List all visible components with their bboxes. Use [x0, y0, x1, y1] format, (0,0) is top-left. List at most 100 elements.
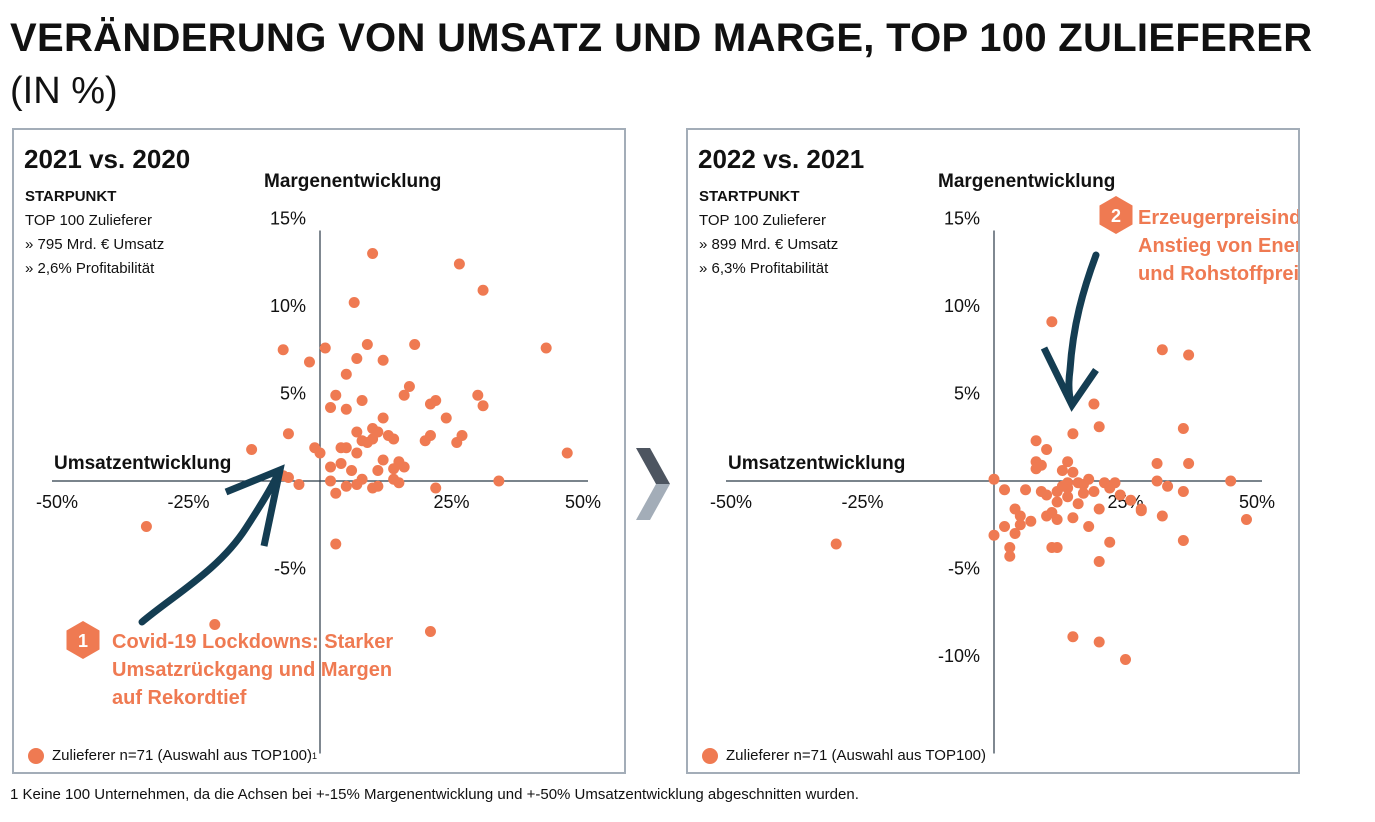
data-point [277, 344, 289, 356]
data-point [1177, 423, 1189, 434]
start-line-2: » 899 Mrd. € Umsatz [699, 236, 839, 253]
data-point [351, 447, 363, 459]
data-point [424, 398, 436, 410]
data-point [330, 389, 342, 401]
data-point [1030, 463, 1042, 475]
data-point [140, 521, 152, 532]
data-point [335, 458, 347, 469]
data-point [1062, 491, 1074, 503]
data-point [1183, 349, 1195, 361]
data-point [377, 354, 389, 366]
chart-panel-2021: Umsatzentwicklung Margenentwicklung -50% -2… [12, 128, 626, 774]
legend: Zulieferer n=71 (Auswahl aus TOP100) 1 [28, 747, 317, 764]
data-point [346, 465, 358, 476]
arrowhead-icon [1040, 346, 1099, 412]
legend-marker [702, 747, 718, 764]
data-point [472, 389, 484, 401]
y-tick-label: 15% [270, 209, 306, 229]
data-point [340, 480, 352, 492]
x-axis-title: Umsatzentwicklung [728, 453, 905, 474]
page-subtitle: (IN %) [10, 70, 118, 112]
chevron-right-icon [636, 448, 670, 520]
x-tick-label: -25% [841, 492, 883, 512]
data-point [367, 248, 379, 259]
data-point [356, 395, 368, 406]
data-point [1151, 458, 1163, 469]
data-point [477, 400, 489, 412]
data-point [1025, 515, 1037, 527]
data-point [388, 463, 400, 475]
data-point [477, 284, 489, 296]
data-point [999, 521, 1011, 532]
data-point [1114, 489, 1126, 501]
footnote: 1 Keine 100 Unternehmen, da die Achsen b… [10, 786, 859, 803]
start-heading: STARPUNKT [25, 188, 117, 205]
data-point [1183, 458, 1195, 469]
data-point [377, 454, 389, 466]
data-point [403, 381, 415, 392]
data-point [1093, 421, 1105, 433]
data-point [351, 426, 363, 438]
y-axis-title: Margenentwicklung [938, 171, 1115, 192]
data-point [319, 342, 331, 354]
legend-marker [28, 747, 44, 764]
data-point [1177, 486, 1189, 497]
data-point [330, 538, 342, 550]
data-point [1067, 466, 1079, 478]
x-tick-label: 25% [433, 492, 469, 512]
start-line-1: TOP 100 Zulieferer [699, 212, 827, 229]
y-tick-label: 15% [944, 209, 980, 229]
start-line-1: TOP 100 Zulieferer [25, 212, 153, 229]
data-point [1156, 344, 1168, 356]
data-point [1030, 435, 1042, 447]
data-point [1072, 498, 1084, 510]
annotation-text: und Rohstoffpreisen [1138, 263, 1298, 285]
y-axis-title: Margenentwicklung [264, 171, 441, 192]
legend-label: Zulieferer n=71 (Auswahl aus TOP100) [726, 747, 987, 764]
annotation-number: 1 [78, 631, 88, 651]
data-point [340, 403, 352, 415]
page-title: VERÄNDERUNG VON UMSATZ UND MARGE, TOP 10… [10, 16, 1313, 60]
x-tick-label: 50% [565, 492, 601, 512]
data-point [303, 356, 315, 368]
data-point [424, 626, 436, 637]
scatter-chart-2021: Umsatzentwicklung Margenentwicklung -50% -2… [36, 171, 601, 754]
data-point [1067, 631, 1079, 643]
data-point [561, 447, 573, 459]
annotation-text: Anstieg von Energie- [1138, 235, 1298, 257]
arrowhead-icon [224, 464, 285, 547]
data-point [1014, 519, 1026, 531]
data-point [1004, 542, 1016, 553]
data-point [1046, 542, 1058, 553]
data-point [1225, 475, 1237, 487]
data-point [988, 473, 1000, 485]
data-point [440, 412, 452, 424]
data-point [999, 484, 1011, 496]
data-point [1083, 521, 1095, 532]
y-tick-label: 10% [944, 296, 980, 316]
data-point [325, 402, 337, 413]
data-point [1088, 486, 1100, 497]
data-point [430, 482, 442, 494]
data-point [409, 339, 421, 350]
data-point [419, 435, 431, 447]
data-point [1077, 479, 1089, 490]
data-point [1020, 484, 1032, 496]
data-point [1062, 456, 1074, 468]
data-point [361, 437, 373, 448]
x-axis-title: Umsatzentwicklung [54, 453, 231, 474]
data-point [1093, 556, 1105, 567]
data-point [351, 353, 363, 364]
annotation-number: 2 [1111, 206, 1121, 226]
data-point [1051, 496, 1063, 508]
data-point [1004, 550, 1016, 562]
period-title: 2021 vs. 2020 [24, 144, 191, 174]
data-point [325, 461, 337, 473]
data-point [1162, 480, 1174, 492]
data-point [1156, 510, 1168, 522]
y-tick-label: 5% [280, 384, 306, 404]
annotation-text: Erzeugerpreisindex: [1138, 207, 1298, 229]
data-point [314, 447, 326, 459]
data-point [1046, 507, 1058, 518]
data-point [330, 487, 342, 499]
